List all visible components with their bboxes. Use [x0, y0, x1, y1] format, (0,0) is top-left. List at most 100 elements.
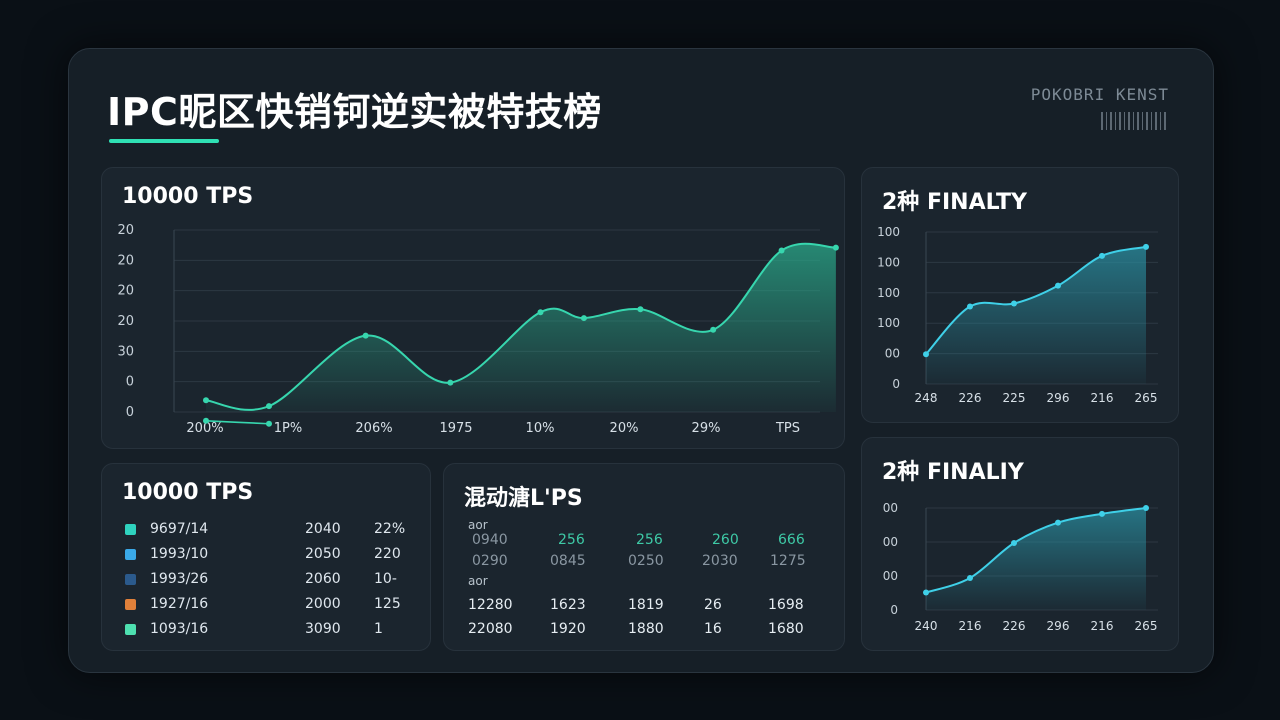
y-tick-label: 0	[890, 603, 898, 617]
x-tick-label: 225	[1003, 391, 1026, 405]
legend-value: 10-	[374, 571, 397, 587]
legend-value: 220	[374, 546, 401, 562]
table-subheader: aor	[468, 574, 488, 588]
x-tick-label: 240	[915, 619, 938, 633]
y-tick-label: 20	[117, 253, 134, 268]
y-tick-label: 0	[126, 375, 134, 390]
legend-swatch	[125, 599, 136, 610]
y-tick-label: 100	[877, 316, 900, 330]
series-area	[926, 508, 1146, 610]
x-tick-label: 296	[1047, 391, 1070, 405]
y-tick-label: 00	[883, 501, 898, 515]
data-point	[778, 247, 785, 254]
x-tick-label: 10%	[526, 421, 555, 436]
data-point	[447, 379, 454, 386]
data-point	[265, 420, 272, 427]
x-tick-label: 216	[959, 619, 982, 633]
table-cell: 256	[558, 532, 585, 548]
table-cell: 1920	[550, 621, 586, 637]
table-cell: 1880	[628, 621, 664, 637]
x-tick-label: 265	[1135, 619, 1158, 633]
series-line	[205, 242, 836, 411]
legend-value: 1	[374, 621, 383, 637]
table-cell: 12280	[468, 597, 513, 613]
table-cell: 0250	[628, 553, 664, 569]
data-point	[832, 244, 839, 251]
legend-row: 1993/26 2060 10-	[122, 570, 402, 590]
table-cell: 26	[704, 597, 722, 613]
table-cell: 0940	[472, 532, 508, 548]
x-tick-label: 248	[915, 391, 938, 405]
x-tick-label: 206%	[355, 421, 392, 436]
legend-value: 125	[374, 596, 401, 612]
series-area	[926, 246, 1146, 384]
data-point	[1055, 519, 1061, 526]
table-cell: 0290	[472, 553, 508, 569]
legend-panel-title: 10000 TPS	[122, 480, 254, 505]
x-tick-label: 1975	[439, 421, 472, 436]
title-underline	[109, 139, 219, 143]
table-cell: 1698	[768, 597, 804, 613]
x-tick-label: 20%	[610, 421, 639, 436]
table-cell: 2030	[702, 553, 738, 569]
brand-label: POKOBRI KENST	[1030, 85, 1169, 104]
main-chart-panel: 10000 TPS 0 0 30 20 20 20 20 200% 1P% 206% 1975 10%…	[101, 167, 845, 449]
legend-row: 1927/16 2000 125	[122, 595, 402, 615]
table-panel: 混动溏L'PS aor 0940 256 256 260 666 0290 08…	[443, 463, 845, 651]
data-point	[265, 403, 272, 410]
legend-swatch	[125, 624, 136, 635]
data-point	[537, 309, 544, 316]
table-cell: 1623	[550, 597, 586, 613]
y-tick-label: 20	[117, 284, 134, 299]
y-tick-label: 100	[877, 255, 900, 269]
legend-value: 2040	[305, 521, 341, 537]
y-tick-label: 00	[883, 535, 898, 549]
x-tick-label: 296	[1047, 619, 1070, 633]
data-point	[1143, 505, 1149, 511]
y-tick-label: 100	[877, 286, 900, 300]
side-bottom-chart-title: 2种 FINALIY	[882, 460, 1024, 485]
data-point	[923, 589, 929, 596]
table-cell: 0845	[550, 553, 586, 569]
data-point	[923, 351, 929, 358]
data-point	[203, 397, 209, 404]
legend-value: 22%	[374, 521, 406, 537]
side-bottom-chart-panel: 2种 FINALIY 0 00 00 00 240 216 226 296 216 265	[861, 437, 1179, 651]
series-line	[925, 245, 1147, 355]
data-point	[637, 306, 644, 313]
legend-value: 3090	[305, 621, 341, 637]
legend-value: 2000	[305, 596, 341, 612]
x-tick-label: 29%	[692, 421, 721, 436]
barcode-icon	[1101, 112, 1169, 130]
legend-value: 2060	[305, 571, 341, 587]
data-point	[580, 315, 587, 322]
legend-row: 1093/16 3090 1	[122, 620, 402, 640]
legend-panel: 10000 TPS 9697/14 2040 22% 1993/10 2050 …	[101, 463, 431, 651]
legend-label: 1093/16	[150, 621, 209, 637]
table-panel-title: 混动溏L'PS	[464, 486, 583, 511]
data-point	[1099, 510, 1105, 517]
side-top-chart-panel: 2种 FINALTY 0 00 100 100 100 100 248 226 225 296 21…	[861, 167, 1179, 423]
data-point	[1011, 300, 1017, 307]
legend-label: 9697/14	[150, 521, 209, 537]
table-cell: 1819	[628, 597, 664, 613]
table-cell: 22080	[468, 621, 513, 637]
table-cell: 16	[704, 621, 722, 637]
legend-label: 1927/16	[150, 596, 209, 612]
y-tick-label: 100	[877, 225, 900, 239]
x-tick-label: 200%	[186, 421, 223, 436]
x-tick-label: 216	[1091, 391, 1114, 405]
main-area-chart: 0 0 30 20 20 20 20 200% 1P% 206% 1975 10% 20% 29% TPS	[117, 223, 839, 436]
x-tick-label: 265	[1135, 391, 1158, 405]
legend-value: 2050	[305, 546, 341, 562]
legend-swatch	[125, 524, 136, 535]
table-cell: 260	[712, 532, 739, 548]
y-tick-label: 30	[117, 344, 134, 359]
y-tick-label: 00	[883, 569, 898, 583]
y-tick-label: 20	[117, 314, 134, 329]
data-point	[1055, 282, 1061, 289]
data-point	[1143, 243, 1149, 250]
data-point	[967, 303, 973, 310]
